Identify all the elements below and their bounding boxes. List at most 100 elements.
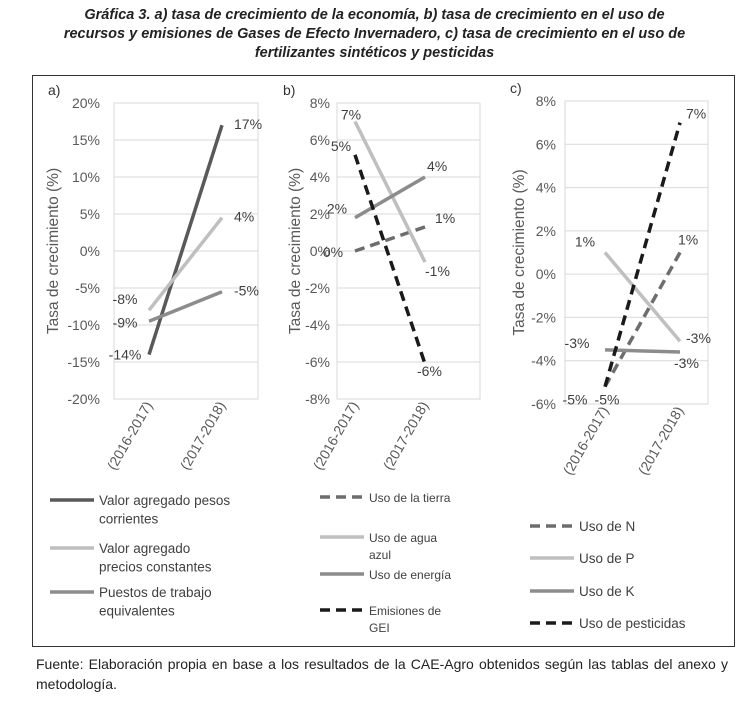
chart-2-legend-label-1-line-1: Uso de la tierra [369, 491, 451, 505]
chart-3-series-2-data-label-2: -3% [686, 330, 711, 346]
chart-1-y-tick-label-0: 20% [72, 95, 100, 111]
chart-3-y-tick-label-6: -4% [531, 353, 556, 369]
chart-2-series-1-line [354, 225, 426, 253]
chart-2-series-1-data-label-1: 0% [323, 244, 343, 260]
chart-1-series-3-data-label-2: -5% [234, 283, 259, 299]
chart-3-series-2-data-label-1: 1% [575, 234, 595, 250]
chart-2-series-4-data-label-1: 5% [331, 138, 351, 154]
chart-1-legend-label-1: Valor agregado pesos corrientes [99, 493, 230, 527]
chart-1-series-3-line [148, 290, 223, 323]
chart-1-panel-label: a) [48, 82, 60, 98]
chart-3-series-1-line [603, 251, 682, 388]
chart-2-y-tick-label-0: 8% [310, 95, 330, 111]
chart-1-series-1-data-label-2: 17% [234, 116, 262, 132]
chart-1-series-2-data-label-1: -8% [113, 291, 138, 307]
chart-1-series-1-line [147, 124, 224, 356]
chart-1-series-3-data-label-1: -9% [113, 314, 138, 330]
chart-2-legend-label-4-line-2: GEI [369, 621, 390, 635]
chart-1-y-tick-label-3: 5% [80, 206, 100, 222]
figure-frame [32, 75, 735, 647]
chart-1-legend-label-2: Valor agregado precios constantes [99, 541, 212, 575]
chart-1-legend-label-1-line-1: Valor agregado pesos [99, 493, 230, 508]
chart-1-legend-label-1-line-2: corrientes [99, 512, 159, 527]
chart-3-y-tick-label-3: 2% [536, 223, 556, 239]
chart-2-y-tick-label-3: 2% [310, 206, 330, 222]
chart-3-legend-label-3: Uso de K [579, 584, 635, 599]
chart-3-series-1-data-label-1: -5% [563, 392, 588, 408]
chart-2-legend-label-2-line-2: azul [369, 548, 391, 562]
chart-3-legend-label-1-line-1: Uso de N [579, 519, 635, 534]
chart-2-legend-label-3-line-1: Uso de energía [369, 568, 451, 582]
chart-1-series-2-line [147, 216, 224, 312]
chart-3-y-tick-label-7: -6% [531, 396, 556, 412]
chart-3-legend-label-2: Uso de P [579, 551, 635, 566]
chart-2-y-tick-label-2: 4% [310, 169, 330, 185]
chart-1-legend-label-3-line-1: Puestos de trabajo [99, 585, 212, 600]
figure-title: Gráfica 3. a) tasa de crecimiento de la … [0, 6, 749, 63]
chart-3-series-2-line [603, 251, 682, 343]
chart-3-legend-label-1: Uso de N [579, 519, 635, 534]
chart-1-y-tick-label-5: -5% [75, 280, 100, 296]
chart-1-y-tick-label-4: 0% [80, 243, 100, 259]
chart-3-y-tick-label-2: 4% [536, 180, 556, 196]
chart-1-x-tick-label-1: (2017-2018) [177, 399, 229, 473]
chart-3-series-1-data-label-2: 1% [678, 232, 698, 248]
chart-1-x-tick-label-0: (2016-2017) [104, 399, 156, 473]
chart-2-y-axis-label: Tasa de crecimiento (%) [287, 168, 304, 334]
chart-2-series-2-data-label-2: -1% [425, 263, 450, 279]
chart-2-y-tick-label-5: -2% [305, 280, 330, 296]
chart-3-series-3-data-label-1: -3% [565, 335, 590, 351]
chart-2-y-tick-label-4: 0% [310, 243, 330, 259]
chart-1-y-tick-label-1: 15% [72, 132, 100, 148]
chart-3-legend-label-4: Uso de pesticidas [579, 616, 686, 631]
chart-3-legend-label-2-line-1: Uso de P [579, 551, 635, 566]
chart-1-y-tick-label-2: 10% [72, 169, 100, 185]
chart-2-series-1-data-label-2: 1% [435, 210, 455, 226]
chart-3-series-3-line [604, 348, 681, 354]
chart-2-series-2-data-label-1: 7% [341, 107, 361, 123]
chart-2-series-3-data-label-2: 4% [427, 158, 447, 174]
chart-1-legend-label-2-line-1: Valor agregado [99, 541, 190, 556]
chart-1-y-axis-label: Tasa de crecimiento (%) [45, 168, 62, 334]
chart-3-x-tick-label-0: (2016-2017) [560, 404, 612, 478]
chart-2-y-tick-label-1: 6% [310, 132, 330, 148]
chart-3-y-tick-label-1: 6% [536, 136, 556, 152]
chart-1-series-2-data-label-2: 4% [234, 209, 254, 225]
chart-2-legend-label-4: Emisiones de GEI [369, 604, 441, 635]
source-note: Fuente: Elaboración propia en base a los… [36, 656, 728, 692]
chart-2-series-4-line [353, 154, 427, 365]
chart-3-series-4-line [603, 122, 682, 388]
chart-1-legend-label-2-line-2: precios constantes [99, 560, 212, 575]
chart-3-series-4-data-label-2: 7% [686, 106, 706, 122]
figure-title-line-3: fertilizantes sintéticos y pesticidas [254, 45, 495, 61]
chart-3-series-4-data-label-1: -5% [595, 392, 620, 408]
chart-2-series-4-data-label-2: -6% [417, 363, 442, 379]
chart-2-legend-label-1: Uso de la tierra [369, 491, 451, 505]
chart-2-legend-label-2: Uso de agua azul [369, 531, 437, 562]
chart-1-series-1-data-label-1: -14% [109, 347, 142, 363]
chart-1-y-tick-label-7: -15% [67, 354, 100, 370]
chart-2-x-tick-label-1: (2017-2018) [380, 399, 432, 473]
chart-2-legend-label-4-line-1: Emisiones de [369, 604, 441, 618]
chart-3-series-3-data-label-2: -3% [674, 355, 699, 371]
chart-3-y-tick-label-0: 8% [536, 93, 556, 109]
chart-3-y-tick-label-5: -2% [531, 309, 556, 325]
chart-3-panel-label: c) [510, 80, 522, 96]
chart-3-legend-label-4-line-1: Uso de pesticidas [579, 616, 686, 631]
chart-3-x-tick-label-1: (2017-2018) [635, 404, 687, 478]
chart-2-y-tick-label-8: -8% [305, 391, 330, 407]
chart-1-legend-label-3: Puestos de trabajo equivalentes [99, 585, 212, 619]
chart-2-y-tick-label-6: -4% [305, 317, 330, 333]
chart-2-series-3-data-label-1: 2% [327, 201, 347, 217]
figure-title-line-2: recursos y emisiones de Gases de Efecto … [63, 26, 686, 42]
chart-2-legend-label-2-line-1: Uso de agua [369, 531, 437, 545]
chart-1-legend-label-3-line-2: equivalentes [99, 604, 175, 619]
chart-1-y-tick-label-8: -20% [67, 391, 100, 407]
chart-3-y-axis-label: Tasa de crecimiento (%) [511, 169, 528, 335]
chart-2-series-2-line [353, 120, 427, 263]
chart-2-series-3-line [354, 175, 426, 220]
chart-2-legend-label-3: Uso de energía [369, 568, 451, 582]
figure-title-line-1: Gráfica 3. a) tasa de crecimiento de la … [84, 7, 665, 23]
chart-2-y-tick-label-7: -6% [305, 354, 330, 370]
